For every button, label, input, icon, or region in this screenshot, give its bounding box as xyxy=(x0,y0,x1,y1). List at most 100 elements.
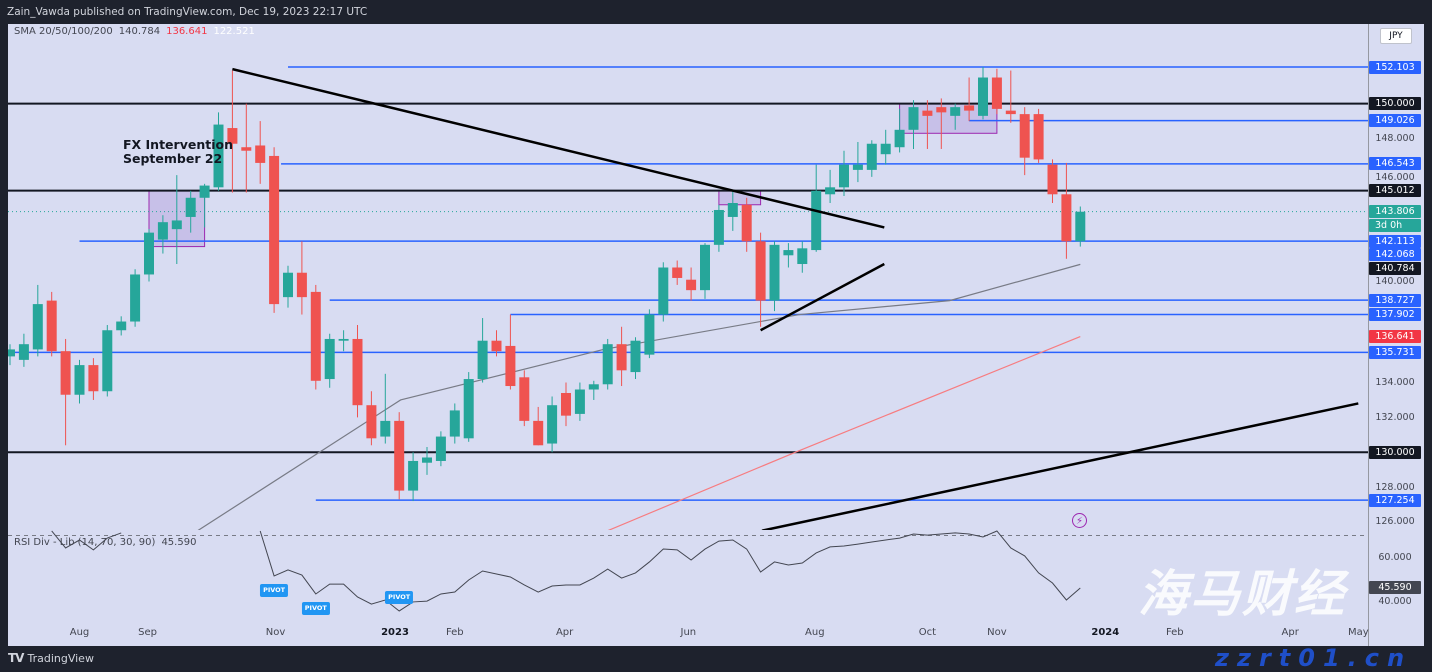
watermark-cn: 海马财经 xyxy=(1138,565,1346,623)
candle-body xyxy=(561,392,571,416)
candle-body xyxy=(755,241,766,301)
candle-body xyxy=(46,300,57,352)
trendline xyxy=(760,262,885,332)
price-axis-separator xyxy=(1368,24,1369,646)
candle-body xyxy=(408,460,419,491)
candle-body xyxy=(269,155,280,305)
countdown-label: 3d 0h xyxy=(1369,218,1421,232)
candle-body xyxy=(157,222,168,240)
level-price-label: 142.113 xyxy=(1369,234,1421,248)
rsi-tick: 40.000 xyxy=(1378,595,1412,607)
candle-body xyxy=(130,274,141,322)
rsi-line xyxy=(259,530,1081,612)
watermark-site: zzrt01.cn xyxy=(1215,644,1413,672)
time-tick: Apr xyxy=(1281,627,1299,638)
candle-body xyxy=(213,124,224,188)
sma-value-1: 140.784 xyxy=(118,26,161,37)
lightning-event-icon[interactable]: ⚡ xyxy=(1072,513,1087,528)
rsi-legend-value: 45.590 xyxy=(161,537,197,548)
price-tick: 140.000 xyxy=(1375,276,1415,288)
candle-body xyxy=(324,338,335,380)
pivot-label: PIVOT xyxy=(385,590,414,604)
rsi-legend: RSI Div - Lib (14, 70, 30, 90) 45.590 xyxy=(14,537,196,548)
candle-body xyxy=(491,340,502,352)
rsi-pane xyxy=(8,530,1368,612)
candle-body xyxy=(394,420,405,491)
rsi-value-label: 45.590 xyxy=(1369,581,1421,595)
time-tick: May xyxy=(1347,627,1369,638)
candle-body xyxy=(908,107,919,130)
candle-body xyxy=(352,338,363,406)
candle-body xyxy=(700,244,710,291)
time-tick: Sep xyxy=(138,627,158,638)
time-tick: Feb xyxy=(445,627,464,638)
time-tick: 2023 xyxy=(381,627,409,638)
top-bar: Zain_Vawda published on TradingView.com,… xyxy=(0,0,1432,24)
candle-body xyxy=(866,143,877,170)
price-label: 136.641 xyxy=(1369,330,1421,343)
price-tick: 132.000 xyxy=(1375,411,1415,423)
candle-body xyxy=(449,410,460,437)
candle-body xyxy=(88,365,99,392)
time-tick: Apr xyxy=(555,627,574,638)
candle-body xyxy=(713,209,724,245)
candle-body xyxy=(533,420,544,446)
trendline xyxy=(232,67,885,229)
candle-body xyxy=(1047,164,1058,195)
pivot-label: PIVOT xyxy=(260,583,289,597)
candle-body xyxy=(1033,114,1044,160)
candle-body xyxy=(727,203,738,217)
sma-line-2 xyxy=(607,335,1081,530)
time-tick: Jun xyxy=(680,627,697,638)
trendline xyxy=(761,402,1359,530)
time-tick: Aug xyxy=(805,627,825,638)
price-tick: 128.000 xyxy=(1375,481,1415,493)
tradingview-logo[interactable]: TV TradingView xyxy=(8,651,94,665)
candle-body xyxy=(1005,110,1016,115)
price-label: 140.784 xyxy=(1369,261,1421,275)
candle-body xyxy=(241,147,252,151)
candle-body xyxy=(950,107,961,116)
price-tick: 148.000 xyxy=(1375,133,1415,144)
candle-body xyxy=(894,129,905,148)
time-tick: Oct xyxy=(918,627,937,638)
sma-legend: SMA 20/50/100/200 140.784 136.641 122.521 xyxy=(14,26,255,37)
candle-body xyxy=(978,77,988,116)
sma-legend-label: SMA 20/50/100/200 xyxy=(14,26,113,37)
candle-body xyxy=(630,340,641,373)
time-tick: Aug xyxy=(69,627,90,638)
candle-body xyxy=(672,267,683,278)
candle-body xyxy=(741,204,752,242)
price-label: 143.806 xyxy=(1369,205,1421,219)
level-price-label: 135.731 xyxy=(1369,345,1421,359)
candle-body xyxy=(644,314,655,355)
tradingview-brand: TradingView xyxy=(27,651,94,665)
candle-body xyxy=(185,197,196,217)
rsi-line xyxy=(51,530,122,551)
candle-body xyxy=(922,110,933,116)
candle-body xyxy=(991,77,1002,109)
candle-body xyxy=(380,420,391,437)
candle-body xyxy=(463,379,474,439)
time-tick: Feb xyxy=(1165,627,1184,638)
candle-body xyxy=(658,267,669,315)
price-label: 142.068 xyxy=(1369,248,1421,262)
candle-body xyxy=(852,164,863,170)
candle-body xyxy=(60,351,71,395)
currency-button[interactable]: JPY xyxy=(1380,28,1412,44)
candle-body xyxy=(171,220,182,230)
rsi-legend-label: RSI Div - Lib (14, 70, 30, 90) xyxy=(14,537,156,548)
candle-body xyxy=(1061,194,1072,242)
candle-body xyxy=(338,338,349,341)
tradingview-logo-icon: TV xyxy=(8,651,25,665)
candle-body xyxy=(102,330,113,392)
candle-body xyxy=(1019,114,1030,158)
time-tick: Nov xyxy=(987,627,1007,638)
candle-body xyxy=(574,389,585,414)
level-price-label: 149.026 xyxy=(1369,114,1421,128)
footer: TV TradingView xyxy=(0,646,1432,672)
candle-body xyxy=(936,107,947,113)
time-tick: Nov xyxy=(265,627,286,638)
candle-body xyxy=(74,365,85,395)
